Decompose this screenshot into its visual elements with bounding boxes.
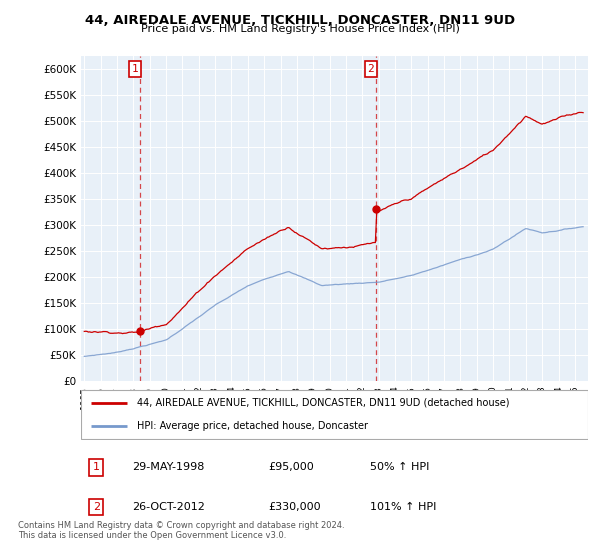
Text: £95,000: £95,000 xyxy=(269,463,314,473)
FancyBboxPatch shape xyxy=(81,390,588,438)
Text: HPI: Average price, detached house, Doncaster: HPI: Average price, detached house, Donc… xyxy=(137,421,368,431)
Text: 44, AIREDALE AVENUE, TICKHILL, DONCASTER, DN11 9UD: 44, AIREDALE AVENUE, TICKHILL, DONCASTER… xyxy=(85,14,515,27)
Text: 26-OCT-2012: 26-OCT-2012 xyxy=(132,502,205,512)
Text: 29-MAY-1998: 29-MAY-1998 xyxy=(132,463,204,473)
Text: 2: 2 xyxy=(367,64,374,74)
Text: 50% ↑ HPI: 50% ↑ HPI xyxy=(370,463,430,473)
Text: 2: 2 xyxy=(92,502,100,512)
Text: 44, AIREDALE AVENUE, TICKHILL, DONCASTER, DN11 9UD (detached house): 44, AIREDALE AVENUE, TICKHILL, DONCASTER… xyxy=(137,398,509,408)
Text: Price paid vs. HM Land Registry's House Price Index (HPI): Price paid vs. HM Land Registry's House … xyxy=(140,24,460,34)
Text: 101% ↑ HPI: 101% ↑ HPI xyxy=(370,502,436,512)
Text: 1: 1 xyxy=(132,64,139,74)
Text: £330,000: £330,000 xyxy=(269,502,321,512)
Text: Contains HM Land Registry data © Crown copyright and database right 2024.
This d: Contains HM Land Registry data © Crown c… xyxy=(18,521,344,540)
Text: 1: 1 xyxy=(93,463,100,473)
